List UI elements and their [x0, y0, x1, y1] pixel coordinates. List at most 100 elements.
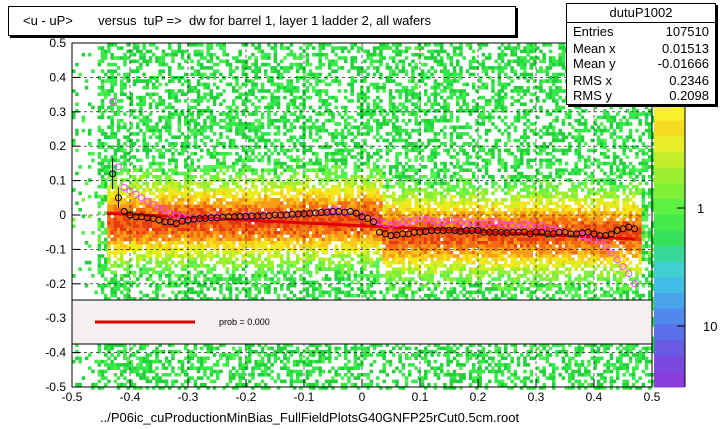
heatmap-cell — [110, 62, 114, 67]
heatmap-cell — [350, 115, 354, 120]
heatmap-cell — [443, 214, 447, 219]
heatmap-cell — [545, 69, 550, 73]
heatmap-cell — [401, 194, 406, 199]
heatmap-cell — [478, 95, 482, 100]
heatmap-cell — [177, 62, 182, 67]
heatmap-cell — [196, 43, 201, 47]
heatmap-cell — [504, 191, 508, 196]
heatmap-cell — [561, 198, 566, 202]
heatmap-cell — [424, 201, 428, 205]
heatmap-cell — [161, 59, 166, 64]
heatmap-cell — [161, 52, 166, 57]
heatmap-cell — [276, 191, 281, 196]
heatmap-cell — [468, 194, 473, 199]
heatmap-cell — [648, 125, 652, 130]
heatmap-cell — [177, 122, 182, 126]
heatmap-cell — [286, 102, 290, 106]
heatmap-cell — [484, 188, 489, 192]
heatmap-cell — [273, 112, 278, 116]
heatmap-cell — [212, 204, 217, 209]
heatmap-cell — [251, 194, 255, 199]
heatmap-cell — [561, 148, 566, 153]
heatmap-cell — [219, 151, 223, 156]
heatmap-cell — [305, 46, 310, 50]
heatmap-cell — [251, 79, 255, 83]
heatmap-cell — [382, 204, 386, 209]
heatmap-cell — [523, 66, 527, 70]
heatmap-cell — [376, 52, 380, 57]
heatmap-cell — [526, 214, 530, 219]
heatmap-cell — [260, 201, 265, 205]
heatmap-cell — [484, 217, 489, 222]
heatmap-cell — [334, 161, 338, 166]
heatmap-cell — [334, 59, 338, 64]
heatmap-cell — [248, 56, 252, 60]
heatmap-cell — [638, 161, 642, 166]
heatmap-cell — [270, 204, 274, 209]
heatmap-cell — [603, 204, 607, 209]
heatmap-cell — [430, 181, 434, 186]
heatmap-cell — [638, 191, 642, 196]
heatmap-cell — [401, 138, 406, 143]
heatmap-cell — [433, 82, 438, 87]
heatmap-cell — [443, 79, 447, 83]
heatmap-cell — [491, 109, 495, 113]
heatmap-cell — [251, 214, 255, 219]
heatmap-cell — [404, 109, 409, 113]
heatmap-cell — [251, 92, 255, 97]
heatmap-cell — [161, 194, 166, 199]
heatmap-cell — [558, 158, 562, 163]
heatmap-cell — [100, 201, 105, 205]
heatmap-cell — [340, 178, 345, 182]
heatmap-cell — [353, 217, 358, 222]
heatmap-cell — [257, 158, 262, 163]
heatmap-cell — [593, 128, 598, 133]
heatmap-cell — [254, 132, 258, 136]
heatmap-cell — [292, 62, 297, 67]
heatmap-cell — [209, 151, 214, 156]
heatmap-cell — [331, 191, 335, 196]
heatmap-cell — [171, 168, 175, 172]
heatmap-cell — [481, 175, 486, 179]
heatmap-cell — [164, 52, 169, 57]
heatmap-cell — [504, 46, 508, 50]
heatmap-cell — [430, 151, 434, 156]
heatmap-cell — [385, 76, 390, 80]
heatmap-cell — [184, 208, 188, 212]
heatmap-cell — [196, 145, 201, 149]
heatmap-cell — [248, 135, 252, 139]
heatmap-cell — [161, 191, 166, 196]
heatmap-cell — [129, 188, 134, 192]
heatmap-cell — [174, 165, 178, 169]
heatmap-cell — [337, 181, 342, 186]
heatmap-cell — [468, 161, 473, 166]
heatmap-cell — [513, 184, 518, 189]
heatmap-cell — [276, 62, 281, 67]
heatmap-cell — [299, 158, 303, 163]
heatmap-cell — [414, 142, 418, 146]
heatmap-cell — [222, 99, 226, 103]
heatmap-cell — [248, 155, 252, 159]
heatmap-cell — [347, 184, 351, 189]
heatmap-cell — [184, 211, 188, 215]
heatmap-cell — [452, 194, 457, 199]
heatmap-cell — [596, 158, 601, 163]
heatmap-cell — [504, 178, 508, 182]
heatmap-cell — [478, 62, 482, 67]
heatmap-cell — [158, 148, 162, 153]
heatmap-cell — [401, 128, 406, 133]
heatmap-cell — [110, 204, 114, 209]
heatmap-cell — [513, 115, 518, 120]
heatmap-cell — [110, 128, 114, 133]
heatmap-cell — [193, 145, 198, 149]
heatmap-cell — [408, 46, 412, 50]
heatmap-cell — [555, 191, 559, 196]
heatmap-cell — [337, 217, 342, 222]
heatmap-cell — [398, 208, 402, 212]
heatmap-cell — [542, 56, 546, 60]
heatmap-cell — [334, 184, 338, 189]
heatmap-cell — [616, 112, 620, 116]
heatmap-cell — [334, 99, 338, 103]
heatmap-cell — [267, 76, 271, 80]
heatmap-cell — [369, 194, 374, 199]
